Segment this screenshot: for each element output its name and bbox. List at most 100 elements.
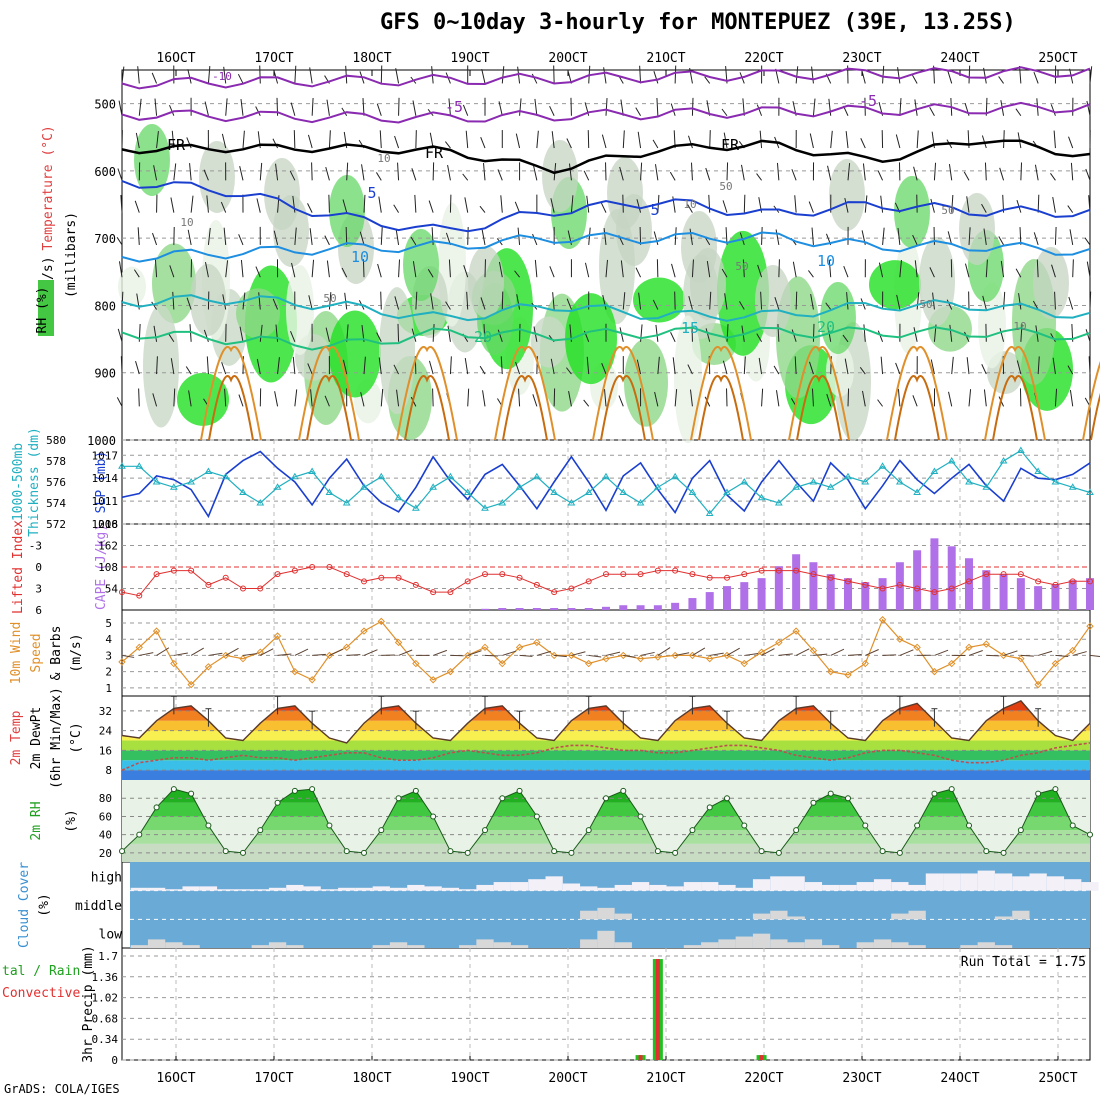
rh-marker xyxy=(724,795,730,802)
panel-label-part: (°C) xyxy=(69,722,84,753)
wind-barb xyxy=(118,261,123,278)
wind-barb xyxy=(223,227,227,245)
wind-barb xyxy=(844,197,849,213)
wind-barb xyxy=(292,356,296,375)
panel-label-part: 1000-500mb xyxy=(11,443,26,521)
wind-barb xyxy=(238,234,244,246)
rh-marker xyxy=(845,795,851,802)
wind-barb xyxy=(363,194,366,213)
contour-label: 10 xyxy=(817,252,835,270)
wind-barb xyxy=(206,356,209,375)
cloud-bar-high xyxy=(1046,876,1065,891)
thickness-marker xyxy=(584,488,593,495)
cloud-bar-high xyxy=(718,884,736,891)
wind-barb xyxy=(983,228,987,245)
thickness-marker xyxy=(965,478,973,485)
isotherm--10 xyxy=(121,66,1091,90)
lifted-index-marker xyxy=(274,571,281,578)
wind-barb xyxy=(462,104,469,116)
wind-barb xyxy=(726,324,729,342)
surface-wind-barb xyxy=(657,647,671,656)
rh-marker xyxy=(568,849,575,856)
cape-bar xyxy=(826,574,835,610)
wind-barb xyxy=(565,367,572,375)
cloud-level-label: high xyxy=(91,870,122,885)
cloud-bar-high xyxy=(372,886,390,891)
surface-wind-barb xyxy=(432,649,448,656)
cloud-bar-low xyxy=(407,945,425,948)
wind-speed-marker xyxy=(1086,622,1094,630)
wind-barb xyxy=(137,227,140,245)
lifted-index-marker xyxy=(568,585,575,592)
wind-barb xyxy=(311,259,315,278)
cloud-bar-high xyxy=(130,887,148,891)
cloud-bar-high xyxy=(1029,873,1047,891)
wind-barb xyxy=(914,260,918,278)
wind-barb xyxy=(1085,329,1091,342)
wind-speed-marker xyxy=(118,658,126,666)
surface-wind-barb xyxy=(208,652,223,656)
rh-marker xyxy=(983,848,990,855)
lifted-index-marker xyxy=(361,578,367,585)
rh-marker xyxy=(931,790,938,797)
label-cape: CAPE (J/kg) xyxy=(94,524,109,610)
wind-barb xyxy=(687,364,693,375)
date-tick-bottom: 22OCT xyxy=(744,1071,783,1086)
thickness-marker xyxy=(532,472,541,480)
rh-marker xyxy=(361,849,367,856)
wind-speed-marker xyxy=(412,659,420,668)
wind-barb xyxy=(1072,259,1074,278)
surface-wind-barb xyxy=(865,649,879,656)
wind-barb xyxy=(674,227,677,245)
rh-patch xyxy=(542,140,578,212)
wind-barb xyxy=(346,162,349,181)
precip-tick: 0 xyxy=(111,1054,118,1067)
cloud-bar-high xyxy=(925,873,944,891)
wind-speed-marker xyxy=(239,654,247,663)
wind-barb xyxy=(618,395,624,407)
wind-barb xyxy=(1050,173,1056,181)
wind-barb xyxy=(742,259,745,278)
contour-label: -10 xyxy=(212,70,232,83)
wind-barb xyxy=(795,291,798,310)
surface-wind-barb xyxy=(588,654,602,658)
cloud-bar-high xyxy=(165,889,183,891)
wind-barb xyxy=(983,67,987,84)
panel-label-part: 2m DewPt xyxy=(29,707,44,770)
wind-barb xyxy=(307,363,313,375)
surface-wind-barb xyxy=(363,649,378,656)
cape-bar xyxy=(653,605,662,610)
panel-label-part: RH (%) xyxy=(35,287,50,334)
rh-marker xyxy=(1087,831,1093,838)
wind-speed-marker xyxy=(170,659,178,668)
wind-barb xyxy=(1084,237,1091,246)
wind-barb xyxy=(1068,136,1074,149)
cloud-bar-high xyxy=(1081,882,1099,891)
wind-barb xyxy=(292,195,296,213)
thickness-marker xyxy=(878,462,887,469)
wind-barb xyxy=(378,196,382,213)
surface-wind-barb xyxy=(571,651,586,656)
wind-barb xyxy=(551,131,555,149)
cloud-bar-middle xyxy=(614,913,632,920)
isotherm-30 xyxy=(796,375,842,441)
wind-barb xyxy=(948,163,953,181)
cloud-bar-high xyxy=(580,886,598,891)
panel-label-part: 3hr Precip (mm) xyxy=(81,945,96,1062)
wind-barb xyxy=(672,357,676,375)
rh-marker xyxy=(205,822,212,829)
wind-barb xyxy=(273,230,279,246)
surface-wind-barb xyxy=(744,652,759,656)
temp-band xyxy=(122,750,1090,761)
wind-barb xyxy=(946,299,953,310)
cloud-bar-high xyxy=(407,884,425,891)
rh-patch xyxy=(199,141,235,213)
thickness-marker xyxy=(204,467,213,474)
lifted-index-marker xyxy=(533,581,540,588)
wind-barb xyxy=(860,138,866,149)
isotherm-15 xyxy=(121,294,1091,322)
wind-speed-marker xyxy=(1034,680,1042,689)
wind-barb xyxy=(691,259,694,278)
wind-barb xyxy=(497,329,503,342)
wind-barb xyxy=(240,98,244,116)
